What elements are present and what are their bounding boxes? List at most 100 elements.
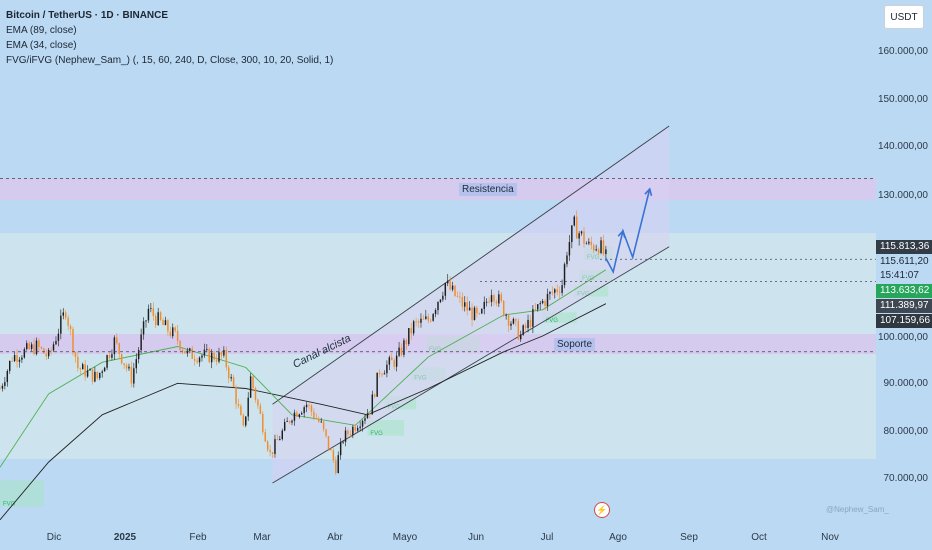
lightning-icon[interactable]: ⚡ — [594, 502, 610, 518]
candle-body — [342, 441, 344, 443]
candle-body — [111, 354, 113, 358]
candle-body — [588, 241, 590, 244]
x-axis-label: Mayo — [392, 532, 418, 543]
currency-button[interactable]: USDT — [884, 5, 924, 29]
candle-body — [395, 355, 398, 367]
candle-body — [125, 365, 128, 369]
candle-body — [454, 285, 456, 297]
candles[interactable] — [0, 210, 607, 476]
level-lines — [0, 178, 876, 353]
candle-body — [332, 450, 335, 461]
candle-body — [425, 316, 427, 319]
candle-body — [488, 301, 490, 303]
candle-body — [257, 399, 259, 406]
candle-body — [500, 294, 502, 301]
candle-body — [52, 344, 55, 351]
fvg-label: FVG — [370, 431, 383, 437]
candle-body — [466, 302, 468, 311]
candle-body — [354, 426, 356, 431]
candle-body — [120, 353, 123, 364]
candle-body — [381, 374, 383, 375]
candle-body — [82, 364, 84, 370]
candle-body — [473, 307, 476, 321]
candle-body — [213, 352, 215, 360]
candle-body — [558, 291, 561, 293]
candle-body — [123, 363, 125, 366]
candle-body — [512, 318, 515, 324]
candle-body — [133, 368, 135, 384]
candle-body — [595, 249, 597, 251]
candle-body — [308, 404, 310, 406]
candle-body — [60, 315, 62, 334]
candle-body — [232, 377, 235, 387]
candle-body — [147, 308, 150, 321]
candle-body — [471, 307, 473, 321]
candle-body — [522, 325, 524, 335]
candle-body — [429, 320, 432, 322]
candle-body — [118, 343, 120, 354]
candle-body — [532, 309, 534, 327]
candle-body — [11, 360, 13, 362]
candle-body — [142, 321, 145, 335]
candle-body — [495, 301, 498, 304]
candle-body — [374, 394, 376, 397]
candle-body — [196, 360, 198, 363]
candle-body — [279, 439, 281, 441]
candle-body — [563, 264, 566, 286]
candle-body — [62, 312, 64, 316]
candle-body — [510, 323, 512, 326]
candle-body — [33, 344, 35, 355]
legend-ema89[interactable]: EMA (89, close) — [6, 25, 77, 36]
candle-body — [600, 240, 602, 253]
candle-body — [28, 343, 30, 349]
candle-body — [13, 355, 16, 362]
y-axis-label: 80.000,00 — [883, 426, 929, 437]
candle-body — [198, 357, 201, 363]
candle-body — [376, 372, 378, 397]
support-label: Soporte — [554, 338, 596, 351]
candle-body — [191, 348, 193, 359]
x-axis-label: Dic — [46, 532, 62, 543]
candle-body — [135, 359, 137, 369]
candle-body — [179, 340, 181, 350]
candle-body — [266, 441, 269, 450]
candle-body — [400, 347, 403, 355]
candle-body — [498, 294, 500, 304]
candle-body — [193, 358, 196, 361]
candle-body — [541, 300, 544, 304]
legend-fvg[interactable]: FVG/iFVG (Nephew_Sam_) (, 15, 60, 240, D… — [6, 55, 334, 66]
legend-title[interactable]: Bitcoin / TetherUS · 1D · BINANCE — [6, 10, 169, 21]
ema89-tag: 107.159,66 — [876, 314, 932, 328]
x-axis-label: Sep — [680, 532, 698, 543]
ema-tag: 111.389,97 — [876, 299, 932, 313]
candle-body — [476, 307, 478, 314]
candle-body — [23, 349, 26, 358]
candle-body — [223, 349, 225, 356]
x-axis-label: 2025 — [113, 532, 137, 543]
ema-lines — [0, 269, 607, 521]
candle-body — [55, 340, 57, 345]
candle-body — [298, 414, 301, 417]
candle-body — [210, 352, 213, 363]
y-axis-label: 90.000,00 — [883, 378, 929, 389]
candle-body — [442, 295, 444, 300]
candle-body — [318, 418, 320, 422]
candle-body — [590, 241, 593, 246]
countdown-tag: 15:41:07 — [876, 269, 932, 283]
candle-body — [296, 412, 298, 417]
candle-body — [140, 334, 142, 351]
candle-body — [108, 355, 111, 358]
candle-body — [352, 426, 354, 435]
candle-body — [45, 353, 47, 357]
legend-ema34[interactable]: EMA (34, close) — [6, 40, 77, 51]
candle-body — [449, 280, 451, 290]
candle-body — [77, 356, 79, 369]
candle-body — [113, 337, 116, 355]
candle-body — [439, 299, 442, 302]
candle-body — [203, 349, 206, 356]
candle-body — [485, 301, 488, 303]
candle-body — [493, 295, 495, 302]
candle-body — [520, 334, 522, 340]
x-axis-label: Abr — [327, 532, 343, 543]
